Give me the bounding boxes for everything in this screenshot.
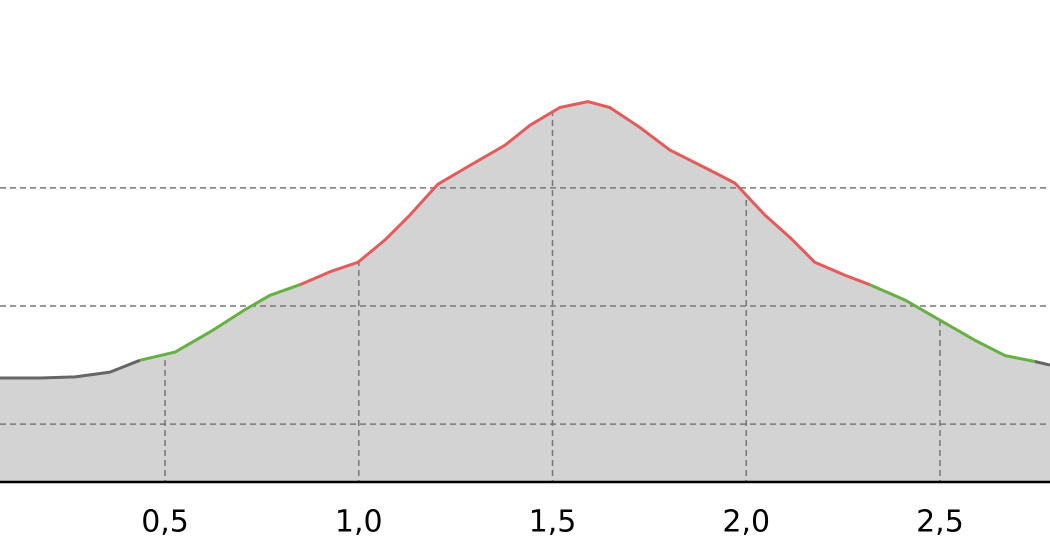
x-tick-label: 0,5 bbox=[141, 505, 189, 540]
profile-line bbox=[869, 283, 1036, 363]
profile-line bbox=[299, 100, 871, 287]
area-fill bbox=[139, 284, 301, 483]
x-tick-label: 1,0 bbox=[335, 505, 383, 540]
profile-line bbox=[1034, 360, 1050, 367]
x-tick-label: 1,5 bbox=[529, 505, 577, 540]
profile-line bbox=[139, 283, 301, 362]
area-fill bbox=[869, 283, 1036, 483]
profile-line bbox=[0, 358, 141, 380]
x-tick-label: 2,0 bbox=[722, 505, 770, 540]
area-fill bbox=[299, 101, 871, 483]
area-fill bbox=[1034, 360, 1050, 483]
x-tick-label: 2,5 bbox=[916, 505, 964, 540]
